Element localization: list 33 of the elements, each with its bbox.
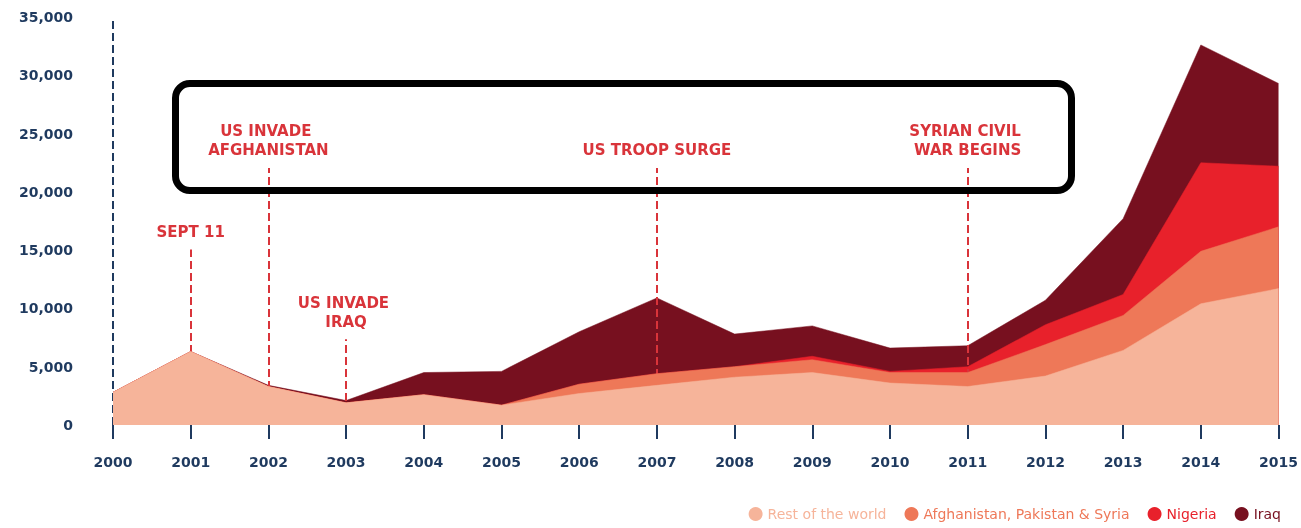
y-tick-label: 25,000	[18, 125, 74, 142]
x-tick-label: 2007	[637, 454, 677, 470]
x-tick-label: 2010	[870, 454, 910, 470]
ref-line-label: US TROOP SURGE	[582, 141, 732, 160]
y-tick-label: 35,000	[18, 9, 74, 25]
ref-line-label: SEPT 11	[156, 223, 225, 242]
x-tick-label: 2011	[948, 454, 988, 470]
y-tick-label: 0	[63, 417, 74, 433]
legend-label: Afghanistan, Pakistan & Syria	[923, 506, 1130, 522]
ref-line-label: SYRIAN CIVIL WAR BEGINS	[909, 122, 1027, 160]
x-tick-label: 2013	[1103, 454, 1143, 470]
x-tick-label: 2004	[404, 454, 444, 470]
x-tick-label: 2006	[559, 454, 599, 470]
x-tick-label: 2012	[1025, 454, 1065, 470]
x-tick-label: 2002	[248, 454, 288, 470]
ref-line-label: US INVADE IRAQ	[297, 293, 395, 331]
y-tick-label: 20,000	[18, 183, 74, 200]
ref-line-label: US INVADE AFGHANISTAN	[208, 122, 329, 160]
y-tick-label: 15,000	[18, 242, 74, 259]
x-tick-label: 2000	[93, 454, 133, 470]
legend-label: Rest of the world	[767, 506, 887, 522]
x-tick-label: 2015	[1259, 454, 1298, 470]
x-tick-label: 2005	[482, 454, 521, 470]
y-tick-label: 10,000	[18, 300, 74, 317]
x-tick-label: 2003	[326, 454, 366, 470]
y-tick-label: 5,000	[28, 358, 74, 375]
x-tick-label: 2001	[171, 454, 211, 470]
x-tick-label: 2008	[715, 454, 755, 470]
legend-label: Iraq	[1253, 506, 1282, 522]
x-tick-label: 2014	[1181, 454, 1221, 470]
y-tick-label: 30,000	[18, 67, 74, 84]
x-tick-label: 2009	[792, 454, 832, 470]
legend-label: Nigeria	[1166, 506, 1217, 522]
